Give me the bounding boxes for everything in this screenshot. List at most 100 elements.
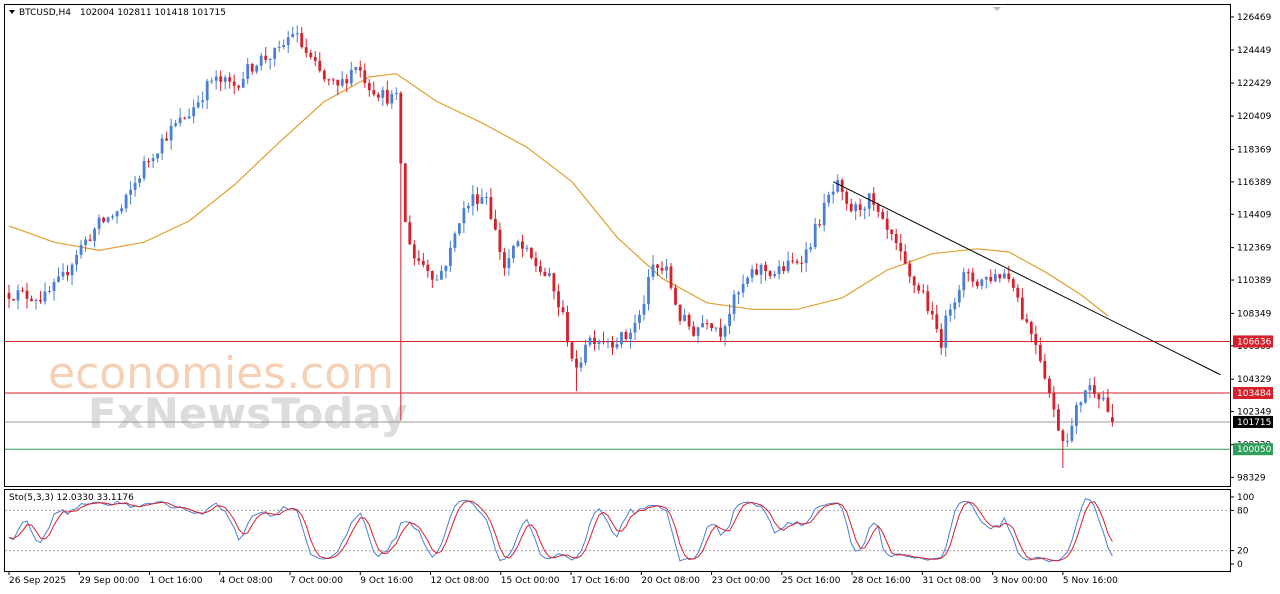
candle (516, 239, 520, 248)
x-tick-label: 29 Sep 00:00 (79, 576, 139, 586)
candle (277, 40, 281, 52)
candle-body (178, 117, 182, 124)
candle-body (376, 94, 380, 98)
candle-body (237, 85, 241, 88)
candle-body (980, 279, 984, 286)
candle-body (70, 264, 74, 276)
symbol-dropdown-icon[interactable] (9, 10, 15, 14)
candle-body (430, 271, 434, 280)
candle (971, 267, 975, 288)
level-badge-100050 (1233, 443, 1273, 456)
candle (304, 38, 308, 58)
candle-body (669, 266, 673, 288)
candle-body (156, 153, 159, 159)
candle-body (831, 191, 835, 195)
candle (962, 267, 966, 298)
stoch-y-tick-label: 20 (1237, 547, 1249, 557)
candle (358, 60, 362, 78)
candle-body (246, 64, 250, 79)
candle (881, 208, 885, 220)
trendline[interactable] (832, 181, 1221, 376)
candle (331, 77, 335, 85)
candle (953, 298, 957, 320)
candle-body (732, 294, 736, 314)
candle (1038, 337, 1042, 363)
candle (178, 107, 182, 127)
candle-body (43, 291, 47, 302)
candle (327, 78, 331, 86)
candle-body (440, 271, 443, 280)
candle (84, 236, 87, 253)
candle-body (75, 254, 78, 265)
candle (160, 133, 164, 160)
candle (1111, 404, 1114, 427)
candle-body (282, 45, 286, 47)
candle-body (930, 311, 934, 315)
candle (683, 308, 686, 322)
candle-body (507, 258, 511, 268)
candle-body (1111, 417, 1114, 422)
candle (701, 315, 704, 328)
candle-body (1034, 334, 1038, 345)
candle-body (313, 57, 317, 61)
candle (890, 228, 894, 241)
candle (435, 274, 439, 281)
candle (651, 255, 655, 281)
candle (1002, 268, 1006, 279)
x-tick-label: 17 Oct 16:00 (571, 576, 630, 586)
candle (458, 222, 461, 236)
candle (935, 305, 939, 333)
candle-body (295, 33, 299, 35)
candle (710, 322, 713, 332)
candle (620, 331, 623, 349)
level-badge-label: 101715 (1237, 418, 1271, 428)
candle (444, 265, 448, 279)
candle (1061, 428, 1065, 469)
candle (521, 234, 524, 258)
candle-body (412, 244, 416, 259)
candle (25, 282, 29, 309)
candle (719, 318, 722, 342)
y-tick-label: 108349 (1237, 309, 1272, 319)
candle (449, 240, 452, 272)
candle-body (876, 204, 880, 212)
candle (1016, 284, 1020, 303)
candle-body (453, 233, 457, 248)
candle (201, 91, 205, 109)
stoch-y-tick-label: 0 (1237, 560, 1243, 570)
candle (921, 284, 925, 294)
candle (214, 70, 218, 90)
candle-body (548, 273, 551, 276)
candle-body (241, 78, 245, 88)
candle (75, 249, 78, 272)
candle (1007, 265, 1011, 283)
candle-body (525, 247, 529, 249)
candle-body (768, 271, 772, 276)
candle (467, 202, 470, 213)
candle-body (399, 93, 403, 164)
candle-body (210, 80, 214, 82)
candle-body (367, 83, 371, 91)
candle-body (444, 265, 448, 272)
candle-body (566, 312, 569, 343)
candle (219, 70, 223, 92)
candle-body (764, 264, 767, 272)
candle (647, 269, 650, 311)
candle (417, 250, 421, 265)
candle-body (358, 67, 362, 71)
candle-body (1052, 393, 1056, 410)
candle-body (327, 79, 331, 81)
candle-body (759, 264, 763, 275)
candle (273, 47, 277, 67)
y-tick-label: 102349 (1237, 408, 1272, 418)
candle (39, 291, 42, 304)
candle (430, 270, 434, 289)
candle (678, 304, 682, 325)
candle-body (147, 161, 150, 163)
candle (1034, 325, 1038, 355)
candle-body (944, 315, 948, 348)
candle (611, 336, 614, 356)
candle-body (390, 93, 394, 104)
candle-body (372, 90, 376, 95)
candle (818, 219, 822, 228)
